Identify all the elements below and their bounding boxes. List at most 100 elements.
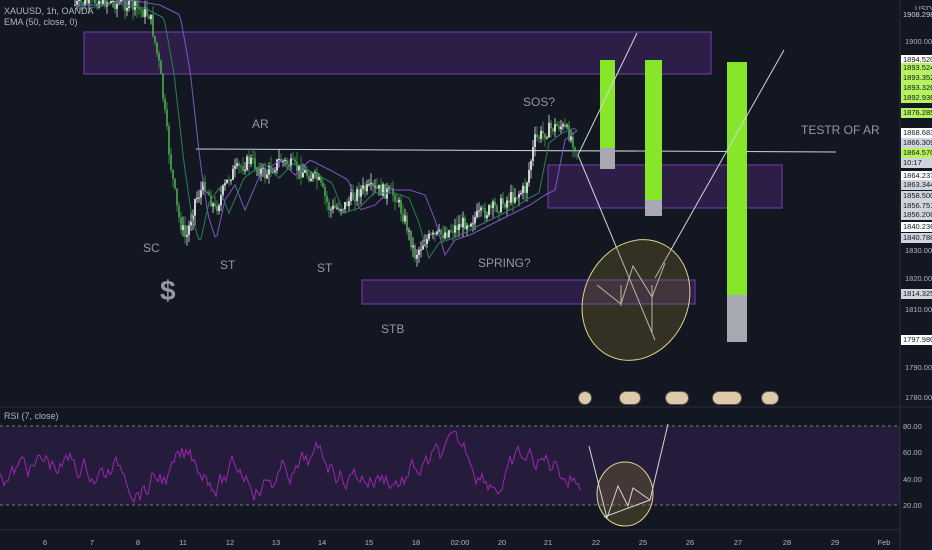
candle-body: [480, 207, 482, 211]
candle-body: [288, 164, 290, 167]
candle-body: [534, 134, 536, 148]
candle-body: [516, 197, 518, 199]
candle-body: [512, 192, 514, 203]
candle-body: [336, 207, 338, 209]
ema-legend[interactable]: EMA (50, close, 0): [4, 17, 78, 27]
candle-body: [140, 8, 142, 11]
candle-body: [166, 109, 168, 127]
symbol-title[interactable]: XAUUSD, 1h, OANDA: [4, 6, 94, 16]
rsi-line: [0, 430, 581, 504]
candle-body: [188, 225, 190, 235]
candle-body: [130, 0, 132, 2]
candle-body: [206, 191, 208, 193]
candle-body: [564, 124, 566, 127]
rsi-projection-up[interactable]: [649, 423, 669, 501]
spring-ellipse[interactable]: [563, 222, 710, 378]
projection-bar-2-up[interactable]: [645, 60, 662, 200]
event-icon[interactable]: [665, 391, 689, 405]
candle-body: [332, 205, 334, 210]
event-icon[interactable]: [619, 391, 641, 405]
test-of-ar-label: TESTR OF AR: [801, 123, 880, 137]
candle-body: [514, 197, 516, 203]
candle-body: [150, 14, 152, 20]
projection-bar-3-up[interactable]: [727, 62, 747, 295]
candlesticks: [74, 0, 578, 267]
candle-body: [134, 0, 136, 10]
candle-body: [374, 186, 376, 188]
rsi-legend[interactable]: RSI (7, close): [4, 411, 59, 421]
candle-body: [378, 184, 380, 189]
candle-body: [268, 165, 270, 175]
candle-body: [306, 170, 308, 176]
time-tick: 12: [225, 538, 235, 547]
candle-body: [408, 230, 410, 232]
candle-body: [524, 185, 526, 193]
candle-body: [102, 0, 104, 4]
candle-body: [442, 234, 444, 239]
rsi-ellipse[interactable]: [596, 461, 654, 527]
price-label: 1908.298: [901, 10, 932, 20]
price-label: 1797.980: [901, 335, 932, 345]
candle-body: [278, 158, 280, 160]
projection-bar-1-up[interactable]: [600, 60, 615, 148]
candle-body: [434, 232, 436, 235]
candle-body: [186, 234, 188, 237]
candle-body: [114, 0, 116, 9]
candle-body: [218, 205, 220, 212]
candle-body: [472, 223, 474, 225]
projection-bar-1-down[interactable]: [600, 148, 615, 169]
projection-bar-2-down[interactable]: [645, 200, 662, 216]
candle-body: [414, 245, 416, 259]
candle-body: [368, 184, 370, 186]
candle-body: [340, 209, 342, 211]
projection-line-up-1[interactable]: [577, 32, 638, 156]
event-icon[interactable]: [761, 391, 779, 405]
time-tick: 22: [591, 538, 601, 547]
time-tick: 11: [179, 538, 187, 547]
candle-body: [312, 173, 314, 179]
candle-body: [542, 130, 544, 134]
spring-zone[interactable]: [361, 279, 696, 305]
candle-body: [76, 1, 78, 5]
candle-body: [550, 122, 552, 129]
candle-body: [334, 205, 336, 208]
candle-body: [274, 170, 276, 173]
candle-body: [330, 209, 332, 211]
candle-body: [246, 156, 248, 170]
candle-body: [236, 163, 238, 167]
price-label: 1840.236: [901, 222, 932, 232]
candle-body: [144, 7, 146, 18]
candle-body: [326, 196, 328, 202]
candle-body: [202, 181, 204, 191]
candle-body: [200, 190, 202, 198]
rsi-projection-path[interactable]: [588, 445, 651, 520]
projection-line-up-2[interactable]: [654, 49, 785, 279]
candle-body: [226, 179, 228, 184]
candle-body: [496, 205, 498, 212]
candle-body: [432, 232, 434, 235]
candle-body: [554, 124, 556, 132]
time-tick: 28: [782, 538, 792, 547]
candle-body: [352, 192, 354, 200]
candle-body: [316, 172, 318, 180]
candle-body: [420, 249, 422, 251]
candle-body: [88, 0, 90, 4]
candle-body: [394, 195, 396, 202]
candle-body: [504, 204, 506, 208]
time-tick: 13: [271, 538, 281, 547]
event-icon[interactable]: [578, 391, 592, 405]
candle-body: [470, 223, 472, 227]
candle-body: [384, 184, 386, 199]
candle-body: [460, 224, 462, 228]
projection-bar-3-down[interactable]: [727, 295, 747, 342]
candle-body: [262, 167, 264, 169]
price-label: 1840.788: [901, 233, 932, 243]
event-icon[interactable]: [712, 391, 742, 405]
spring-path[interactable]: [596, 262, 666, 305]
candle-body: [576, 150, 578, 152]
candle-body: [568, 125, 570, 141]
candle-body: [346, 201, 348, 207]
supply-zone[interactable]: [83, 31, 712, 75]
candle-body: [110, 1, 112, 4]
